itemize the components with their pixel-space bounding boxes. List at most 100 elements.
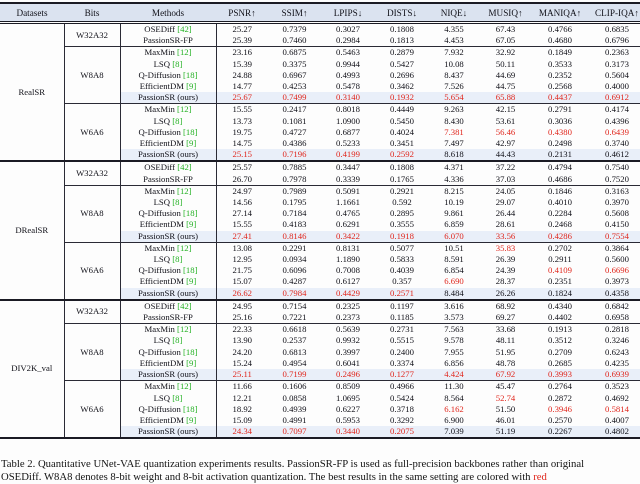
metric-cell: 10.51	[429, 241, 479, 255]
method-name: EfficientDM	[139, 219, 184, 230]
method-cell: EfficientDM [9]	[120, 357, 217, 370]
metric-cell: 0.8509	[321, 380, 375, 393]
metric-cell: 0.2791	[532, 103, 588, 116]
citation-link[interactable]: [18]	[183, 265, 198, 276]
metric-cell: 0.3512	[548, 335, 572, 346]
metric-cell: 0.6696	[605, 265, 629, 276]
metric-cell: 0.2568	[548, 81, 572, 92]
citation-link[interactable]: [9]	[186, 414, 197, 425]
metric-cell: 0.3993	[532, 369, 588, 381]
citation-link[interactable]: [42]	[177, 162, 192, 173]
citation-link[interactable]: [9]	[186, 138, 197, 149]
table-row: PassionSR (ours) 25.11 0.7199 0.2496 0.1277 4…	[0, 369, 640, 381]
table-row: LSQ [8] 13.90 0.2537 0.9932 0.5515 9.578 48.11…	[0, 335, 640, 347]
bits-label: W8A8	[64, 184, 121, 243]
citation-link[interactable]: [8]	[172, 335, 183, 346]
metric-cell: 0.7196	[268, 149, 321, 162]
citation-link[interactable]: [8]	[172, 254, 183, 265]
citation-link[interactable]: [12]	[177, 185, 192, 196]
metric-cell: 51.50	[495, 403, 516, 414]
metric-cell: 12.21	[232, 392, 253, 403]
citation-link[interactable]: [8]	[172, 115, 183, 126]
metric-cell: 4.336	[444, 173, 464, 184]
metric-cell: 0.2417	[268, 103, 321, 116]
metric-cell: 48.11	[495, 335, 516, 346]
citation-link[interactable]: [18]	[183, 346, 198, 357]
caption-line-2-text: OSEDiff. W8A8 denotes 8-bit weight and 8…	[1, 471, 534, 484]
metric-cell: 0.2352	[548, 69, 572, 80]
metric-cell: 8.591	[444, 254, 464, 265]
method-name: EfficientDM	[139, 81, 184, 92]
citation-link[interactable]: [12]	[177, 381, 192, 392]
citation-link[interactable]: [9]	[186, 81, 197, 92]
method-cell: OSEDiff [42]	[120, 22, 217, 36]
method-cell: Q-Diffusion [18]	[120, 403, 217, 415]
table-row: DRealSR W32A32 OSEDiff [42] 25.57 0.7885 0.34…	[0, 160, 640, 300]
metric-cell: 0.3339	[336, 173, 360, 184]
metric-cell: 0.4966	[375, 380, 429, 393]
metric-cell: 6.854	[444, 265, 464, 276]
citation-link[interactable]: [8]	[172, 392, 183, 403]
table-row: LSQ [8] 15.39 0.3375 0.9944 0.5427 10.08 50.11…	[0, 58, 640, 70]
metric-cell: 0.3163	[588, 184, 640, 198]
metric-cell: 0.3422	[321, 230, 375, 243]
metric-cell: 0.3718	[390, 403, 414, 414]
metric-cell: 15.55	[232, 219, 253, 230]
metric-cell: 0.9932	[336, 335, 360, 346]
metric-cell: 0.4150	[605, 219, 629, 230]
citation-link[interactable]: [18]	[183, 403, 198, 414]
method-name: PassionSR-FP	[143, 312, 193, 323]
citation-link[interactable]: [42]	[177, 24, 192, 34]
metric-cell: 0.4954	[282, 357, 307, 368]
bits-label: W32A32	[64, 160, 121, 186]
method-name: LSQ	[153, 254, 171, 265]
method-name: EfficientDM	[139, 138, 184, 149]
citation-link[interactable]: [18]	[183, 69, 198, 80]
citation-link[interactable]: [12]	[177, 242, 192, 253]
citation-link[interactable]: [18]	[183, 208, 198, 219]
metric-cell: 32.92	[479, 46, 532, 59]
metric-cell: 0.7978	[282, 173, 307, 184]
citation-link[interactable]: [9]	[186, 276, 197, 287]
metric-cell: 0.1913	[532, 323, 588, 336]
citation-link[interactable]: [8]	[172, 58, 183, 69]
citation-link[interactable]: [8]	[172, 197, 183, 208]
metric-cell: 0.2325	[321, 298, 375, 313]
metric-cell: 24.97	[216, 184, 268, 198]
citation-link[interactable]: [9]	[186, 357, 197, 368]
metric-cell: 46.01	[495, 414, 516, 425]
metric-cell: 0.1918	[375, 230, 429, 243]
column-header-clip-iqa: CLIP-IQA↑	[588, 3, 640, 24]
table-row: PassionSR (ours) 25.15 0.7196 0.4199 0.2592 8…	[0, 149, 640, 162]
metric-cell: 12.95	[232, 254, 253, 265]
citation-link[interactable]: [9]	[186, 219, 197, 230]
method-cell: PassionSR-FP	[120, 173, 217, 186]
metric-cell: 0.2075	[375, 426, 429, 439]
citation-link[interactable]: [12]	[177, 324, 192, 335]
method-name: OSEDiff	[144, 162, 176, 173]
method-cell: EfficientDM [9]	[120, 414, 217, 427]
metric-cell: 37.22	[479, 160, 532, 174]
metric-cell: 0.3374	[390, 357, 414, 368]
metric-cell: 6.856	[444, 357, 464, 368]
table-row: W8A8 MaxMin [12] 22.33 0.6618 0.5639 0.2731 7.…	[0, 323, 640, 381]
citation-link[interactable]: [12]	[177, 47, 192, 58]
metric-cell: 0.3027	[336, 24, 360, 34]
citation-link[interactable]: [18]	[183, 126, 198, 137]
metric-cell: 0.6912	[588, 92, 640, 104]
metric-cell: 0.4437	[532, 92, 588, 104]
table-row: EfficientDM [9] 14.77 0.4253 0.5478 0.3462 7.…	[0, 81, 640, 93]
metric-cell: 0.6439	[605, 126, 629, 137]
metric-cell: 8.618	[429, 149, 479, 162]
table-row: W6A6 MaxMin [12] 15.55 0.2417 0.8018 0.4449 9.…	[0, 103, 640, 162]
metric-cell: 6.859	[444, 219, 464, 230]
metric-cell: 0.3533	[548, 58, 572, 69]
metric-cell: 0.1606	[268, 380, 321, 393]
metric-cell: 48.78	[495, 357, 516, 368]
bits-label: W8A8	[64, 46, 121, 104]
column-header-niqe: NIQE↓	[429, 3, 479, 24]
citation-link[interactable]: [12]	[177, 104, 192, 115]
citation-link[interactable]: [42]	[177, 300, 192, 311]
metric-cell: 0.4286	[532, 230, 588, 243]
metric-cell: 0.1824	[532, 287, 588, 300]
